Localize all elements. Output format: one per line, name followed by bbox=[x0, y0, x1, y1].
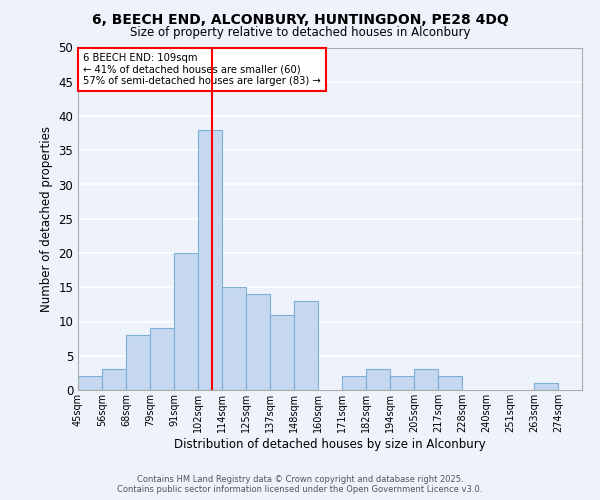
Bar bbox=[198, 130, 222, 390]
Bar bbox=[174, 253, 198, 390]
Text: 6 BEECH END: 109sqm
← 41% of detached houses are smaller (60)
57% of semi-detach: 6 BEECH END: 109sqm ← 41% of detached ho… bbox=[83, 52, 321, 86]
Bar bbox=[390, 376, 414, 390]
Text: Size of property relative to detached houses in Alconbury: Size of property relative to detached ho… bbox=[130, 26, 470, 39]
Bar bbox=[246, 294, 270, 390]
Bar bbox=[102, 370, 126, 390]
Bar bbox=[270, 314, 294, 390]
Text: 6, BEECH END, ALCONBURY, HUNTINGDON, PE28 4DQ: 6, BEECH END, ALCONBURY, HUNTINGDON, PE2… bbox=[92, 12, 508, 26]
Bar bbox=[150, 328, 174, 390]
Bar bbox=[342, 376, 366, 390]
Bar bbox=[438, 376, 462, 390]
Bar bbox=[294, 301, 318, 390]
Bar bbox=[366, 370, 390, 390]
Bar bbox=[534, 383, 558, 390]
Bar bbox=[414, 370, 438, 390]
Bar bbox=[222, 287, 246, 390]
Bar bbox=[78, 376, 102, 390]
Y-axis label: Number of detached properties: Number of detached properties bbox=[40, 126, 53, 312]
Text: Contains HM Land Registry data © Crown copyright and database right 2025.
Contai: Contains HM Land Registry data © Crown c… bbox=[118, 474, 482, 494]
Bar bbox=[126, 335, 150, 390]
X-axis label: Distribution of detached houses by size in Alconbury: Distribution of detached houses by size … bbox=[174, 438, 486, 450]
